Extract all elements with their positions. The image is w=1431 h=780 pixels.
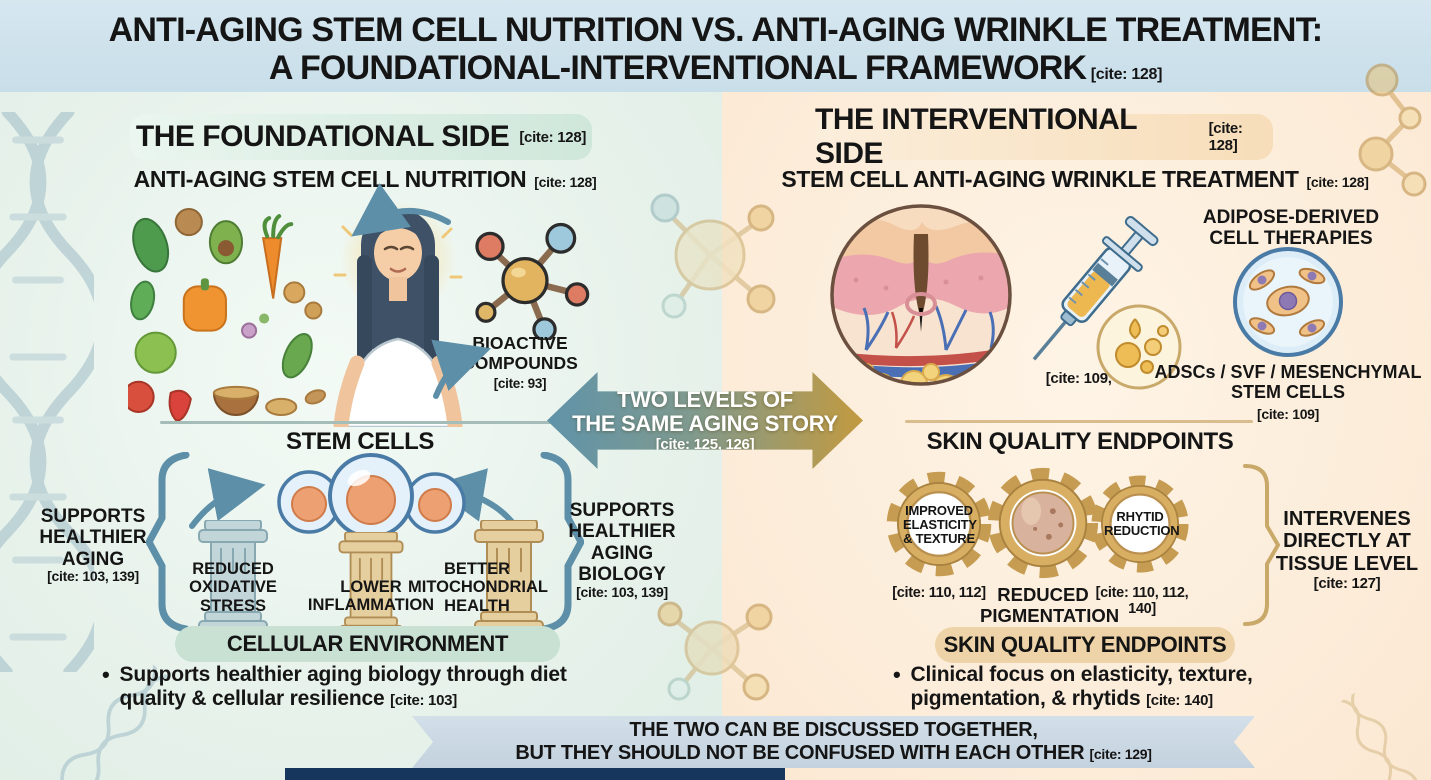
interventional-header-cite: [cite: 128]	[1208, 120, 1243, 154]
stem-cells-illustration	[277, 453, 466, 539]
bioactive-molecule-icon	[475, 222, 590, 340]
bottom-navy-bar	[285, 768, 785, 780]
foundational-bullet-cite: [cite: 103]	[390, 692, 457, 710]
ribbon-line2-wrap: BUT THEY SHOULD NOT BE CONFUSED WITH EAC…	[515, 742, 1152, 765]
foundational-bullet: • Supports healthier aging biology throu…	[102, 663, 580, 711]
foundational-header: THE FOUNDATIONAL SIDE	[135, 120, 510, 153]
foundational-header-cite: [cite: 128]	[519, 128, 587, 146]
adscs-label: ADSCs / SVF / MESENCHYMAL STEM CELLS	[1154, 362, 1422, 403]
bullet-glyph: •	[893, 662, 901, 687]
intervenes-label: INTERVENES DIRECTLY AT TISSUE LEVEL	[1275, 508, 1419, 575]
foundational-header-pill: THE FOUNDATIONAL SIDE [cite: 128]	[130, 114, 592, 160]
skin-quality-endpoints-banner: SKIN QUALITY ENDPOINTS	[935, 627, 1235, 663]
foundational-subtitle-wrap: ANTI-AGING STEM CELL NUTRITION [cite: 12…	[40, 166, 690, 193]
pillar-label-oxidative: REDUCED OXIDATIVE STRESS	[189, 560, 277, 615]
pillar-icon	[198, 520, 268, 632]
ribbon-line2: BUT THEY SHOULD NOT BE CONFUSED WITH EAC…	[515, 742, 1085, 764]
skin-quality-endpoints-heading: SKIN QUALITY ENDPOINTS	[926, 428, 1234, 455]
interventional-header: THE INTERVENTIONAL SIDE	[815, 103, 1137, 170]
gear-icon	[1091, 475, 1189, 573]
gear-icon	[886, 471, 992, 577]
gear-rhytid-cite: [cite: 110, 112, 140]	[1095, 585, 1189, 617]
interventional-subtitle-cite: [cite: 128]	[1306, 174, 1369, 190]
right-brace	[540, 452, 584, 632]
bioactive-cite: [cite: 93]	[493, 376, 547, 391]
left-brace	[146, 452, 190, 632]
cellular-environment-banner: CELLULAR ENVIRONMENT	[175, 626, 560, 662]
title-bar: ANTI-AGING STEM CELL NUTRITION VS. ANTI-…	[0, 0, 1431, 92]
interventional-subtitle-wrap: STEM CELL ANTI-AGING WRINKLE TREATMENT […	[740, 166, 1410, 193]
supports-healthier-aging-cite: [cite: 103, 139]	[47, 568, 139, 584]
main-title-cite: [cite: 128]	[1090, 66, 1163, 83]
syringe-icon	[1032, 216, 1159, 361]
foundational-bullet-text-wrap: Supports healthier aging biology through…	[120, 663, 580, 711]
gear-elasticity-label: IMPROVED ELASTICITY & TEXTURE	[903, 503, 977, 547]
healthy-foods-illustration	[128, 208, 327, 423]
intervenes-cite: [cite: 127]	[1313, 575, 1381, 592]
ribbon-cite: [cite: 129]	[1089, 746, 1152, 762]
interventional-bullet-cite: [cite: 140]	[1146, 692, 1213, 710]
stem-cells-heading: STEM CELLS	[285, 428, 434, 455]
foundational-subtitle-cite: [cite: 128]	[534, 174, 597, 190]
interventional-header-pill: THE INTERVENTIONAL SIDE [cite: 128]	[815, 103, 1273, 170]
interventional-bullet-text-wrap: Clinical focus on elasticity, texture, p…	[911, 663, 1285, 711]
gear-pigmentation	[984, 464, 1102, 582]
interventional-subtitle: STEM CELL ANTI-AGING WRINKLE TREATMENT	[781, 166, 1299, 192]
supports-healthier-aging-label: SUPPORTS HEALTHIER AGING	[39, 506, 147, 570]
center-arrow-cite: [cite: 125, 126]	[655, 436, 755, 454]
main-title-line1: ANTI-AGING STEM CELL NUTRITION VS. ANTI-…	[108, 11, 1323, 49]
bioactive-label: BIOACTIVE COMPOUNDS	[462, 333, 578, 373]
supports-aging-biology-cite: [cite: 103, 139]	[576, 584, 668, 600]
gear-bracket	[1243, 464, 1281, 626]
adscs-cite: [cite: 109]	[1256, 406, 1320, 422]
pillar-label-inflammation: LOWER INFLAMMATION	[307, 578, 435, 615]
gear-elasticity-cite: [cite: 110, 112]	[892, 585, 986, 601]
fat-droplets-icon	[1096, 304, 1182, 390]
adipose-derived-label: ADIPOSE-DERIVED CELL THERAPIES	[1202, 207, 1380, 250]
pillar-label-mitochondrial: BETTER MITOCHONDRIAL HEALTH	[408, 560, 548, 615]
supports-aging-biology-label: SUPPORTS HEALTHIER AGING BIOLOGY	[568, 500, 676, 585]
right-divider	[905, 420, 1253, 423]
skin-cross-section-illustration	[830, 204, 1012, 386]
bullet-glyph: •	[102, 662, 110, 687]
stem-cell-dish-illustration	[1233, 247, 1343, 357]
gear-elasticity: IMPROVED ELASTICITY & TEXTURE	[883, 468, 995, 580]
gear-pigmentation-label: REDUCED PIGMENTATION	[980, 584, 1120, 626]
foundational-bullet-text: Supports healthier aging biology through…	[119, 663, 567, 711]
gear-rhytid: RHYTID REDUCTION	[1088, 472, 1192, 576]
interventional-bullet-text: Clinical focus on elasticity, texture, p…	[910, 663, 1253, 711]
foundational-subtitle: ANTI-AGING STEM CELL NUTRITION	[133, 166, 527, 192]
bottom-ribbon: THE TWO CAN BE DISCUSSED TOGETHER, BUT T…	[412, 716, 1255, 768]
ribbon-line1: THE TWO CAN BE DISCUSSED TOGETHER,	[629, 719, 1038, 741]
main-title-line2-wrap: A FOUNDATIONAL-INTERVENTIONAL FRAMEWORK …	[0, 49, 1431, 87]
gear-icon	[987, 467, 1099, 579]
center-arrow-line2: THE SAME AGING STORY	[572, 410, 838, 436]
left-divider	[160, 421, 565, 424]
center-arrow-line1: TWO LEVELS OF	[617, 386, 793, 412]
interventional-bullet: • Clinical focus on elasticity, texture,…	[893, 663, 1285, 711]
meditating-woman-illustration	[333, 201, 463, 427]
main-title-line2: A FOUNDATIONAL-INTERVENTIONAL FRAMEWORK	[268, 49, 1087, 87]
gear-rhytid-label: RHYTID REDUCTION	[1104, 509, 1180, 539]
